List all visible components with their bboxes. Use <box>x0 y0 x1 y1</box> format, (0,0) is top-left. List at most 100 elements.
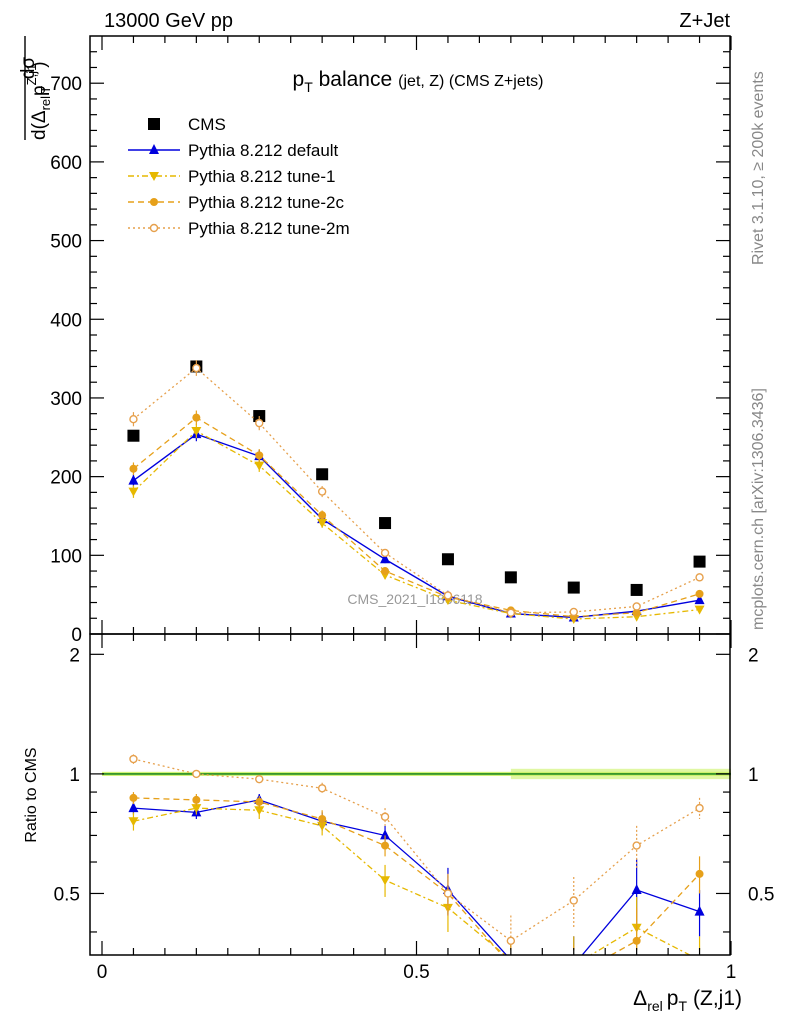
ratio-point-tune2c <box>192 795 201 804</box>
point-tune1 <box>694 605 705 615</box>
ratio-point-tune1 <box>695 956 705 965</box>
ratio-y-label: Ratio to CMS <box>23 747 40 842</box>
process-label: Z+Jet <box>679 10 730 32</box>
series-line-tune2m <box>133 367 700 614</box>
point-tune2c <box>381 567 390 576</box>
point-cms <box>567 581 580 594</box>
point-tune2m <box>632 602 641 611</box>
ratio-point-tune2m <box>255 774 264 784</box>
ratio-point-tune1 <box>128 817 139 827</box>
point-default <box>380 553 391 564</box>
point-tune2m <box>695 573 704 582</box>
legend-label-tune2m: Pythia 8.212 tune-2m <box>188 219 350 238</box>
main-frame <box>89 35 731 635</box>
title-small: (jet, Z) (CMS Z+jets) <box>398 73 543 90</box>
y-tick-label: 100 <box>50 546 82 567</box>
ratio-point-default <box>380 829 391 840</box>
ratio-point-default <box>694 905 705 916</box>
ratio-point-tune2c <box>570 972 578 980</box>
ratio-point-tune1 <box>254 806 265 816</box>
point-cms <box>693 555 706 568</box>
mcplots-label: mcplots.cern.ch [arXiv:1306.3436] <box>750 388 767 630</box>
legend-marker-default <box>149 144 159 154</box>
point-default <box>694 594 705 605</box>
ratio-point-tune2c <box>318 814 327 823</box>
ratio-point-tune2c <box>632 936 641 945</box>
point-cms <box>379 517 392 530</box>
point-default <box>128 474 139 485</box>
legend-label-cms: CMS <box>188 115 226 134</box>
point-cms <box>630 583 643 596</box>
series-line-tune1 <box>132 430 700 620</box>
point-tune2c <box>695 589 704 598</box>
ratio-point-tune2c <box>507 961 515 969</box>
ratio-point-default <box>569 959 579 969</box>
legend-marker-tune1 <box>149 172 159 181</box>
point-tune2m <box>380 548 390 558</box>
y-tick-label: 600 <box>50 153 82 174</box>
ratio-point-tune2m <box>317 784 327 793</box>
y-tick-label: 300 <box>50 389 82 410</box>
ratio-point-tune2m <box>632 841 641 850</box>
legend: CMS Pythia 8.212 default Pythia 8.212 tune… <box>128 115 350 238</box>
point-tune2m <box>192 363 201 373</box>
y-label-denominator: d(ΔrelpZ,j1T) <box>24 61 53 140</box>
point-cms <box>127 429 140 442</box>
plot-title: pT balance (jet, Z) (CMS Z+jets) <box>293 68 544 95</box>
point-cms <box>504 571 517 584</box>
point-tune2m <box>569 607 578 617</box>
ratio-point-tune2m <box>506 936 516 946</box>
ratio-point-tune2c <box>695 869 704 878</box>
title-main: balance <box>313 68 392 91</box>
legend-label-tune2c: Pythia 8.212 tune-2c <box>188 193 344 212</box>
ratio-point-default <box>631 884 642 895</box>
x-tick-label: 0 <box>97 962 108 983</box>
ratio-y-tick-label: 1 <box>69 765 80 786</box>
main-data-area <box>127 360 706 625</box>
series-line-tune2c <box>133 416 700 618</box>
ratio-point-tune2m <box>192 769 201 779</box>
ratio-line-tune1 <box>133 807 692 955</box>
main-plot: 0 100 200 300 400 500 600 700 <box>50 35 732 646</box>
point-tune1 <box>317 519 328 529</box>
point-tune1 <box>128 487 139 497</box>
point-tune2m <box>443 591 453 600</box>
ratio-y-tick-label: 0.5 <box>54 884 80 905</box>
point-tune2m <box>255 418 264 428</box>
ratio-point-tune2c <box>381 841 390 850</box>
y-tick-label: 700 <box>50 74 82 95</box>
ratio-point-tune2m <box>129 754 138 764</box>
ratio-frame <box>89 633 731 956</box>
y-tick-label: 200 <box>50 468 82 489</box>
series-line-default <box>133 433 700 619</box>
ratio-data-area <box>102 754 731 980</box>
point-cms <box>441 553 454 566</box>
point-tune2c <box>318 511 327 520</box>
ratio-y-tick-label: 2 <box>69 645 80 666</box>
point-tune1 <box>191 426 202 436</box>
ratio-line-default <box>133 799 700 955</box>
legend-marker-tune2c <box>150 198 158 206</box>
point-tune1 <box>254 461 265 471</box>
title-p: p <box>293 68 305 91</box>
ratio-point-tune2m <box>443 889 453 898</box>
ratio-point-tune2m <box>569 896 578 905</box>
ratio-y-tick-label-right: 0.5 <box>748 884 774 905</box>
ratio-y-tick-label-right: 1 <box>748 765 759 786</box>
legend-marker-tune2m <box>149 223 159 233</box>
energy-label: 13000 GeV pp <box>104 10 233 32</box>
ratio-y-tick-label-right: 2 <box>748 645 759 666</box>
y-tick-label: 0 <box>71 625 82 646</box>
ratio-plot: 0 0.5 1 0.5 0.5 1 1 2 2 <box>54 633 774 983</box>
point-tune2c <box>192 413 201 422</box>
x-tick-label: 0.5 <box>403 962 429 983</box>
title-subscript-t: T <box>304 79 313 95</box>
point-tune2m <box>129 414 138 424</box>
x-axis-label: Δrel pT (Z,j1) <box>633 987 742 1014</box>
point-tune2c <box>255 451 264 460</box>
y-label-numerator: dσ <box>18 57 39 80</box>
legend-marker-cms <box>148 118 160 130</box>
ratio-point-tune1 <box>191 804 202 814</box>
ratio-point-tune1 <box>380 876 391 886</box>
